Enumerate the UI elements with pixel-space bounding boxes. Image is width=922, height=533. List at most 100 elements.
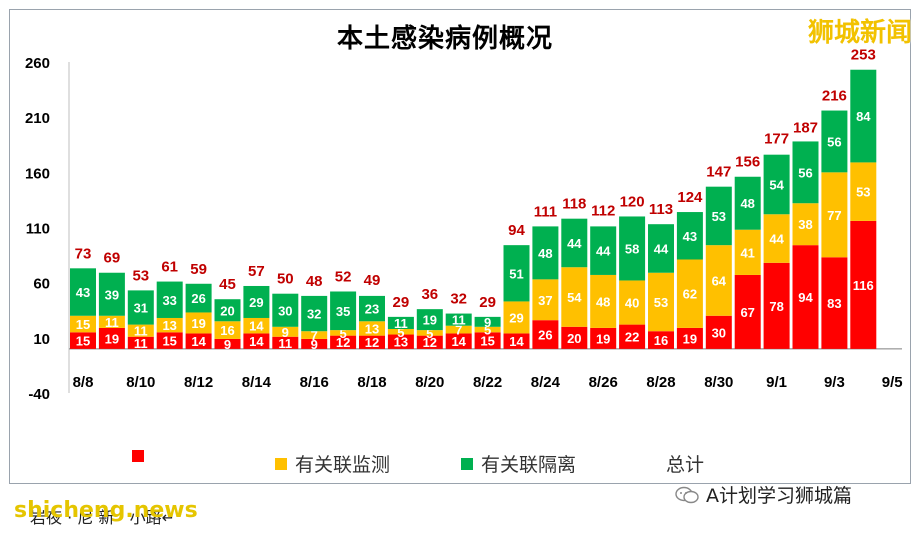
bar-segment xyxy=(445,325,472,334)
x-tick-label: 8/20 xyxy=(415,374,444,391)
y-tick-label: 10 xyxy=(33,331,50,348)
bar-segment xyxy=(243,317,270,334)
y-tick-label: 210 xyxy=(25,110,50,127)
bar-value-label: 11 xyxy=(452,313,466,328)
bar-value-label: 77 xyxy=(827,208,841,223)
bar-value-label: 11 xyxy=(105,315,119,330)
bar-segment xyxy=(243,333,270,349)
bar-segment xyxy=(850,220,877,349)
bar-segment xyxy=(416,335,443,349)
total-label: 32 xyxy=(450,291,467,308)
bar-value-label: 16 xyxy=(654,333,668,348)
total-label: 118 xyxy=(562,196,586,213)
total-label: 29 xyxy=(393,294,410,311)
bar-segment xyxy=(359,295,385,322)
total-label: 187 xyxy=(793,120,818,137)
bar-segment xyxy=(70,315,96,333)
bar-value-label: 9 xyxy=(224,337,231,352)
bar-segment xyxy=(676,327,703,349)
bar-segment xyxy=(705,245,732,316)
bar-segment xyxy=(474,316,501,327)
x-tick-label: 8/10 xyxy=(126,374,155,391)
bar-segment xyxy=(156,281,183,318)
bar-value-label: 51 xyxy=(509,266,523,281)
chart-title: 本土感染病例概况 xyxy=(336,24,553,54)
bar-value-label: 13 xyxy=(365,321,379,336)
bar-value-label: 13 xyxy=(394,335,408,350)
bar-value-label: 11 xyxy=(278,336,292,351)
x-tick-label: 8/24 xyxy=(531,374,561,391)
legend-label: 有关联隔离 xyxy=(481,454,577,476)
total-label: 45 xyxy=(219,276,236,293)
legend-label: 总计 xyxy=(666,454,705,476)
footer-watermark: shicheng.news xyxy=(14,498,198,523)
bar-value-label: 9 xyxy=(484,315,491,330)
bar-value-label: 41 xyxy=(740,245,754,260)
x-tick-label: 8/30 xyxy=(704,374,733,391)
legend-item-quarantine: 有关联隔离 xyxy=(461,450,576,477)
x-tick-label: 8/14 xyxy=(242,374,272,391)
bar-value-label: 44 xyxy=(654,241,669,256)
legend-item-red xyxy=(132,450,152,462)
bar-value-label: 5 xyxy=(397,325,404,340)
bar-segment xyxy=(676,259,703,328)
total-label: 36 xyxy=(421,286,438,303)
bar-segment xyxy=(387,334,414,349)
bar-segment xyxy=(590,327,617,349)
bar-segment xyxy=(70,268,96,316)
bar-value-label: 116 xyxy=(853,278,874,293)
bar-segment xyxy=(272,293,299,327)
bar-value-label: 56 xyxy=(827,134,841,149)
bar-segment xyxy=(590,226,617,275)
bar-value-label: 29 xyxy=(509,310,523,325)
total-label: 253 xyxy=(851,47,876,64)
bar-value-label: 48 xyxy=(538,246,552,261)
bar-segment xyxy=(387,329,414,335)
bar-segment xyxy=(561,267,588,327)
total-label: 53 xyxy=(132,267,149,284)
total-label: 49 xyxy=(364,272,381,289)
bar-segment xyxy=(676,212,703,260)
total-label: 94 xyxy=(508,222,525,239)
bar-value-label: 14 xyxy=(451,334,466,349)
bar-segment xyxy=(590,274,617,328)
bar-value-label: 78 xyxy=(769,299,783,314)
bar-segment xyxy=(127,290,154,325)
bar-value-label: 20 xyxy=(567,331,581,346)
bar-segment xyxy=(445,313,472,326)
bar-segment xyxy=(532,279,559,321)
bar-value-label: 56 xyxy=(798,165,812,180)
bar-segment xyxy=(792,141,819,204)
bar-value-label: 14 xyxy=(191,334,206,349)
bar-value-label: 20 xyxy=(220,303,234,318)
bar-segment xyxy=(792,203,819,246)
bar-segment xyxy=(648,272,674,332)
bar-segment xyxy=(474,332,501,349)
legend-swatch-red xyxy=(132,450,144,462)
bar-segment xyxy=(330,330,357,336)
bar-segment xyxy=(648,331,674,349)
x-tick-label: 8/18 xyxy=(357,374,386,391)
bar-value-label: 5 xyxy=(484,323,491,338)
bar-value-label: 54 xyxy=(769,177,784,192)
bar-segment xyxy=(185,312,212,334)
bar-segment xyxy=(821,172,848,258)
bar-segment xyxy=(272,326,299,337)
bar-segment xyxy=(214,321,241,339)
bar-value-label: 48 xyxy=(740,196,754,211)
x-tick-label: 8/22 xyxy=(473,374,502,391)
bar-value-label: 39 xyxy=(105,287,119,302)
total-label: 57 xyxy=(248,263,265,280)
bar-segment xyxy=(503,245,530,302)
bar-value-label: 48 xyxy=(596,294,610,309)
bar-value-label: 94 xyxy=(798,290,813,305)
bar-segment xyxy=(734,229,761,275)
x-tick-label: 8/8 xyxy=(73,374,94,391)
total-label: 29 xyxy=(479,294,496,311)
bar-segment xyxy=(359,335,385,349)
total-label: 52 xyxy=(335,268,352,285)
legend-swatch-green xyxy=(461,457,473,470)
bar-value-label: 54 xyxy=(567,290,582,305)
bar-segment xyxy=(98,272,125,316)
bar-segment xyxy=(763,214,790,263)
